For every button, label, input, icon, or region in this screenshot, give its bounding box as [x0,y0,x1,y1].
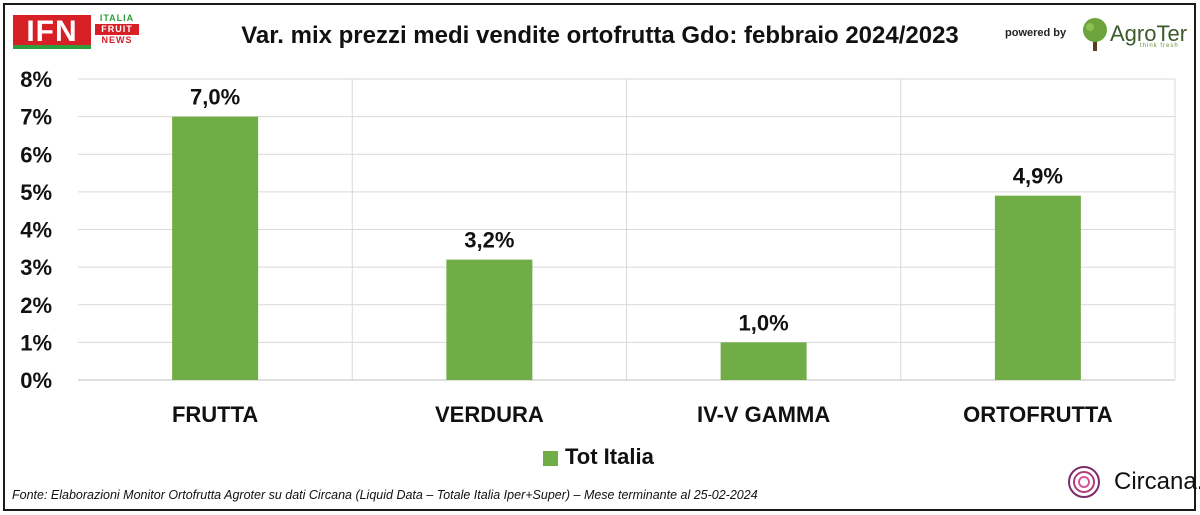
source-note: Fonte: Elaborazioni Monitor Ortofrutta A… [12,488,758,502]
data-labels: 7,0% 3,2% 1,0% 4,9% [190,85,1063,336]
circana-wordmark: Circana. [1114,468,1200,495]
y-tick-label: 2% [20,293,52,318]
x-tick-label: ORTOFRUTTA [963,402,1113,427]
y-tick-label: 5% [20,180,52,205]
y-tick-label: 0% [20,368,52,393]
ifn-logo-mark: IFN [13,15,91,49]
y-tick-label: 1% [20,330,52,355]
x-tick-label: VERDURA [435,402,544,427]
y-tick-label: 6% [20,142,52,167]
data-label: 4,9% [1013,164,1063,189]
chart-title: Var. mix prezzi medi vendite ortofrutta … [241,22,959,49]
ifn-logo-line-news: NEWS [101,35,133,45]
circana-mark-icon [1068,466,1100,498]
bar-ortofrutta [994,195,1081,380]
gridlines [78,78,1176,381]
agroter-logo: AgroTer think fresh [1080,15,1190,55]
bar-verdura [446,259,533,380]
ifn-logo-wordmark: ITALIA FRUIT NEWS [95,13,139,46]
bar-frutta [172,116,259,380]
circana-logo: Circana. [1062,462,1200,502]
powered-by-label: powered by [1005,27,1067,39]
data-label: 7,0% [190,85,240,110]
data-label: 3,2% [464,228,514,253]
ifn-logo: IFN ITALIA FRUIT NEWS [13,13,139,53]
y-axis-tick-labels: 0% 1% 2% 3% 4% 5% 6% 7% 8% [20,67,52,393]
agroter-wordmark: AgroTer [1110,21,1188,46]
ifn-logo-line-italia: ITALIA [99,13,135,23]
bar-iv-v-gamma [720,342,807,380]
ifn-logo-line-fruit: FRUIT [95,24,139,35]
y-tick-label: 8% [20,67,52,92]
y-tick-label: 4% [20,218,52,243]
agroter-tagline: think fresh [1140,43,1179,49]
y-tick-label: 7% [20,105,52,130]
x-tick-label: IV-V GAMMA [697,402,830,427]
legend-swatch [543,451,558,466]
bars [172,116,1081,380]
y-tick-label: 3% [20,255,52,280]
x-axis-tick-labels: FRUTTA VERDURA IV-V GAMMA ORTOFRUTTA [172,402,1113,427]
data-label: 1,0% [739,310,789,335]
x-tick-label: FRUTTA [172,402,258,427]
tree-icon [1083,18,1107,51]
legend-label: Tot Italia [565,444,654,469]
